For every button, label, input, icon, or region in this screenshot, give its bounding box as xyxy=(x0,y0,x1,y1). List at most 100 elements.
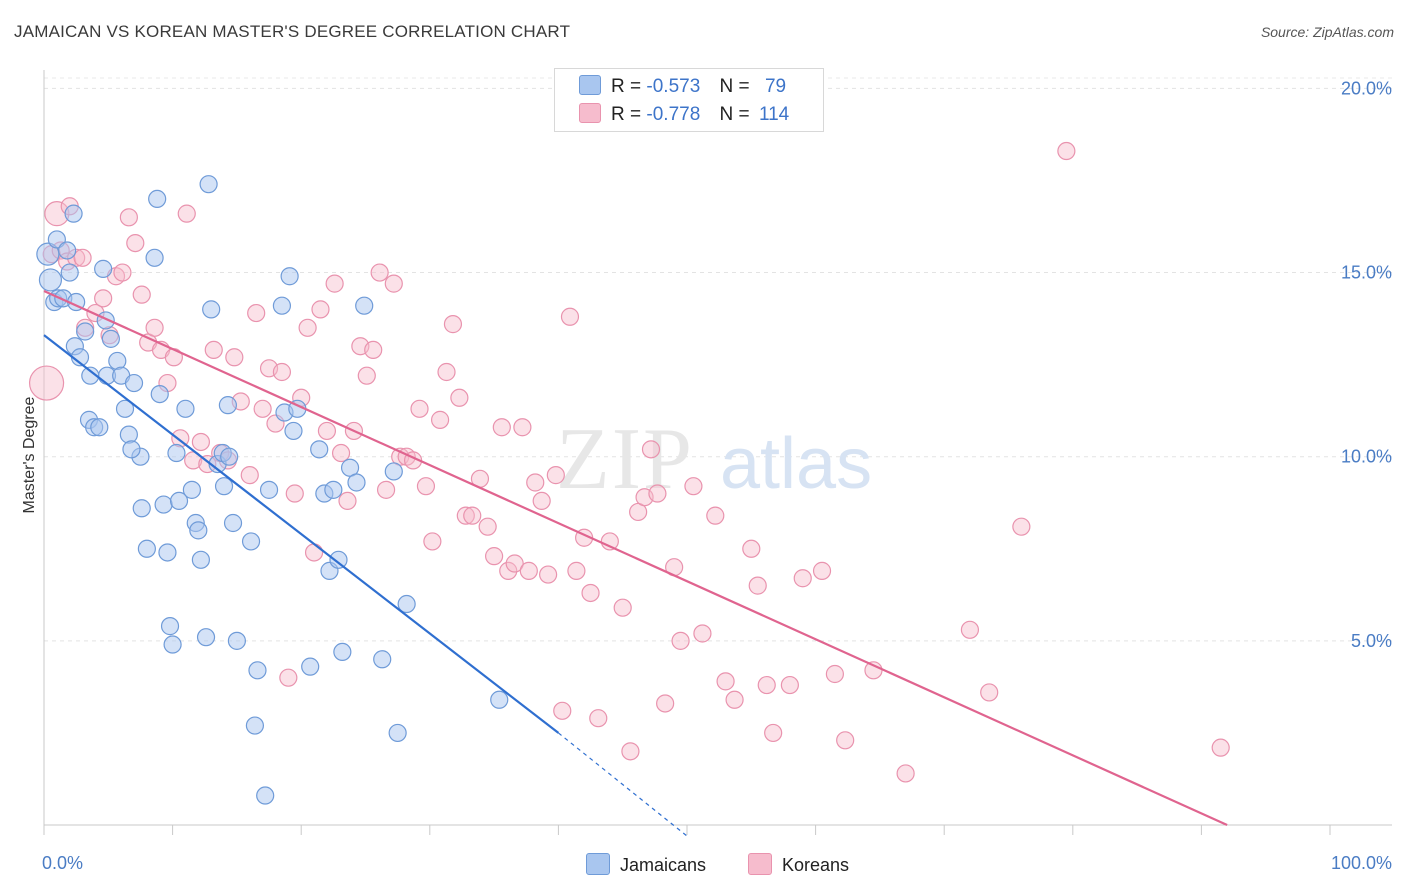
korean-point xyxy=(423,532,442,551)
legend-n-value-jamaican: 79 xyxy=(764,76,787,97)
korean-point xyxy=(539,565,558,584)
jamaican-point xyxy=(245,716,265,735)
jamaican-point xyxy=(122,440,141,459)
korean-point xyxy=(119,208,138,227)
x-tick-label: 100.0% xyxy=(1331,853,1392,873)
korean-trend-line xyxy=(43,289,1228,827)
korean-point xyxy=(73,248,92,267)
jamaican-point xyxy=(90,418,109,437)
jamaican-point xyxy=(214,477,234,496)
jamaican-point xyxy=(150,384,169,404)
korean-point xyxy=(621,742,640,761)
korean-point xyxy=(456,506,475,525)
korean-point xyxy=(132,285,151,304)
bottom-legend-jamaicans: Jamaicans xyxy=(586,853,706,876)
jamaican-point xyxy=(218,396,237,415)
korean-point xyxy=(519,561,538,580)
korean-point xyxy=(553,701,572,720)
watermark: ZIP atlas xyxy=(556,411,872,508)
jamaican-point xyxy=(119,425,138,444)
korean-point xyxy=(693,624,712,643)
jamaican-point xyxy=(191,550,210,569)
korean-point xyxy=(272,362,292,382)
korean-points xyxy=(28,141,1230,783)
korean-point xyxy=(28,365,65,401)
korean-point xyxy=(450,388,469,407)
korean-point xyxy=(757,675,776,695)
korean-point xyxy=(253,399,272,418)
legend-n-label: N = xyxy=(719,76,750,97)
jamaican-point xyxy=(81,366,100,385)
korean-point xyxy=(325,274,344,293)
korean-point xyxy=(177,204,196,223)
jamaican-point xyxy=(248,661,267,680)
korean-point xyxy=(684,477,703,496)
y-tick-label: 20.0% xyxy=(1341,78,1392,98)
korean-point xyxy=(357,366,376,385)
jamaican-point xyxy=(256,786,275,805)
jamaicans-swatch xyxy=(586,853,610,875)
jamaican-point xyxy=(124,373,144,393)
korean-point xyxy=(836,731,855,750)
korean-point xyxy=(656,694,675,713)
jamaican-point xyxy=(58,241,77,260)
jamaican-point xyxy=(154,495,173,514)
korean-point xyxy=(376,480,396,499)
korean-point xyxy=(463,506,482,525)
jamaican-point xyxy=(227,631,246,650)
jamaican-point xyxy=(329,550,348,569)
jamaican-point xyxy=(355,296,374,315)
korean-point xyxy=(742,539,761,558)
legend-r-label: R = xyxy=(611,76,642,97)
jamaican-point xyxy=(199,175,218,194)
korean-point xyxy=(285,484,304,503)
jamaican-point xyxy=(38,268,63,292)
jamaican-point xyxy=(176,399,195,418)
korean-point xyxy=(304,543,324,562)
jamaican-trend-extension xyxy=(558,732,688,837)
jamaican-point xyxy=(137,539,156,558)
korean-point xyxy=(980,683,999,702)
x-tick-label: 0.0% xyxy=(42,853,83,873)
watermark-zip: ZIP xyxy=(556,411,694,508)
gridlines xyxy=(44,77,1392,642)
korean-point xyxy=(370,263,389,282)
korean-point xyxy=(505,554,524,573)
korean-point xyxy=(384,274,403,293)
jamaican-point xyxy=(169,491,189,511)
legend-r-value-korean: -0.778 xyxy=(646,104,701,125)
koreans-swatch xyxy=(748,853,772,875)
korean-point xyxy=(532,491,551,511)
korean-point xyxy=(725,690,744,709)
korean-point xyxy=(748,576,767,595)
jamaican-point xyxy=(384,462,403,481)
korean-point xyxy=(581,583,600,603)
jamaican-point xyxy=(148,189,167,209)
korean-point xyxy=(279,668,298,687)
korean-point xyxy=(317,421,337,441)
korean-point xyxy=(311,300,330,319)
jamaicans-label: Jamaicans xyxy=(620,855,707,875)
jamaican-point xyxy=(60,263,79,282)
korean-point xyxy=(410,399,429,418)
jamaican-swatch xyxy=(579,75,601,95)
korean-point xyxy=(191,432,210,452)
jamaican-trend-line xyxy=(43,334,560,734)
jamaican-point xyxy=(202,300,221,319)
jamaican-point xyxy=(163,635,182,654)
korean-point xyxy=(812,561,832,580)
korean-point xyxy=(204,340,223,360)
jamaican-point xyxy=(301,657,320,676)
legend-n-label: N = xyxy=(719,104,750,125)
korean-point xyxy=(94,289,113,308)
jamaican-point xyxy=(388,723,407,743)
tick-labels: 5.0% 10.0% 15.0% 20.0% 0.0% 100.0% xyxy=(42,78,1392,873)
korean-swatch xyxy=(579,103,601,123)
korean-point xyxy=(437,362,456,382)
koreans-label: Koreans xyxy=(782,855,850,875)
legend-r-value-jamaican: -0.573 xyxy=(646,76,701,97)
chart-title: JAMAICAN VS KOREAN MASTER'S DEGREE CORRE… xyxy=(14,22,571,41)
korean-point xyxy=(364,340,383,360)
legend-row-korean: R = -0.778 N = 114 xyxy=(579,103,789,126)
